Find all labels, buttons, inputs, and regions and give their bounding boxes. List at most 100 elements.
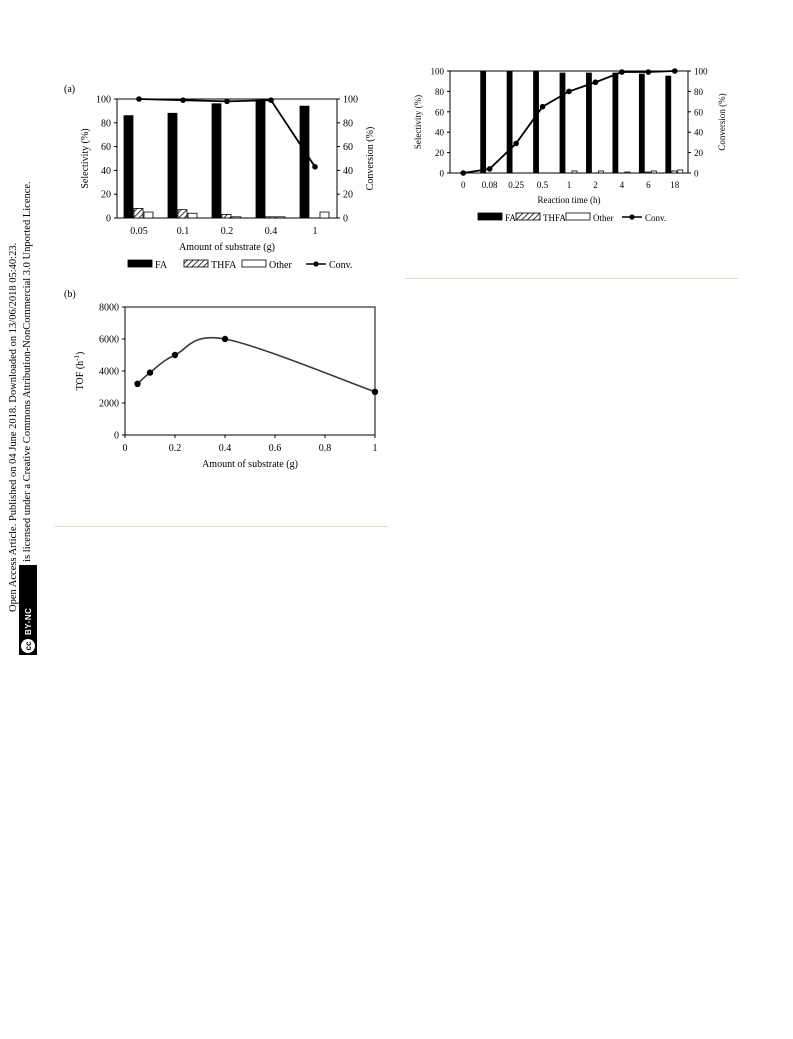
- bar-thfa: [221, 214, 232, 219]
- legend-label: Other: [593, 213, 614, 223]
- y-tick-label: 8000: [99, 303, 119, 314]
- chart-a: 0 0 20 20 40 40 60 60 80 80 100 100 0.05 0.1 0.2 0.4 1 Am…: [64, 84, 376, 271]
- x-axis-label: Amount of substrate (g): [202, 459, 298, 470]
- legend-label: Other: [269, 260, 292, 271]
- legend-swatch-point: [629, 214, 635, 220]
- bar-fa: [612, 72, 619, 174]
- y-tick-label: 80: [435, 87, 445, 97]
- y-tick-label: 0: [440, 169, 445, 179]
- bar-thfa: [644, 171, 651, 174]
- bar-other: [650, 170, 657, 174]
- y2-tick-label: 0: [343, 214, 348, 225]
- conversion-point: [180, 97, 186, 103]
- y-tick-label: 6000: [99, 335, 119, 346]
- bar-fa: [211, 103, 222, 219]
- bar-fa: [299, 105, 310, 219]
- bar-other: [571, 170, 578, 174]
- conversion-point: [486, 166, 493, 172]
- y2-tick-label: 60: [343, 142, 353, 153]
- x-axis-label: Reaction time (h): [538, 195, 601, 205]
- legend-swatch-fa: [477, 212, 503, 221]
- y-tick-label: 0: [114, 431, 119, 442]
- bar-fa: [638, 73, 645, 174]
- tof-point: [134, 380, 141, 387]
- tof-point: [371, 388, 379, 395]
- panel-label: (b): [64, 289, 76, 300]
- conversion-point: [460, 170, 467, 176]
- y2-tick-label: 100: [343, 95, 358, 106]
- legend-swatch-thfa: [183, 259, 209, 268]
- conversion-point: [671, 68, 678, 74]
- x-tick-label: 1: [373, 443, 378, 454]
- bar-other: [624, 171, 631, 174]
- conversion-point: [645, 69, 652, 75]
- x-tick-label: 0.4: [219, 443, 232, 454]
- legend-label: THFA: [543, 213, 566, 223]
- conversion-point: [224, 98, 230, 105]
- bar-other: [231, 216, 242, 219]
- bar-fa: [533, 70, 539, 174]
- y2-tick-label: 100: [694, 67, 708, 77]
- x-tick-label: 0.2: [169, 443, 182, 454]
- chart-c: 0 0 20 20 40 40 60 60 80 80 100 100 0 0.08 0.25 0.5 1 2 4 6…: [413, 67, 727, 224]
- chart-b: 0 2000 4000 6000 8000 0 0.2 0.4 0.6 0.8 1 Amount of…: [64, 289, 379, 470]
- y2-tick-label: 20: [694, 148, 704, 158]
- bar-fa: [480, 70, 487, 174]
- legend-swatch-other: [565, 212, 591, 221]
- tof-point: [171, 351, 179, 359]
- x-tick-label: 0.05: [130, 226, 148, 237]
- x-tick-label: 0.4: [265, 226, 278, 237]
- y-tick-label: 100: [96, 95, 111, 106]
- y-tick-label: 2000: [99, 399, 119, 410]
- bar-other: [143, 211, 154, 219]
- bar-other: [187, 212, 198, 219]
- bar-other: [598, 170, 604, 174]
- legend-label: FA: [505, 213, 516, 223]
- conversion-point: [312, 164, 318, 170]
- y2-tick-label: 40: [694, 128, 704, 138]
- bar-other: [677, 169, 684, 174]
- conversion-point: [513, 140, 519, 147]
- y-tick-label: 0: [106, 214, 111, 225]
- y2-tick-label: 80: [694, 87, 704, 97]
- bar-thfa: [671, 170, 678, 174]
- tof-line: [136, 336, 376, 393]
- legend-label: Conv.: [329, 260, 353, 271]
- x-tick-label: 1: [313, 226, 318, 237]
- bar-fa: [559, 72, 566, 174]
- y-tick-label: 40: [101, 166, 111, 177]
- divider-right: [405, 278, 738, 279]
- y-tick-label: 4000: [99, 367, 119, 378]
- conversion-point: [268, 97, 274, 103]
- plot-frame: [449, 70, 689, 174]
- x-tick-label: 0.08: [482, 180, 498, 190]
- bar-other: [319, 211, 330, 219]
- x-tick-label: 0.25: [508, 180, 524, 190]
- y2-tick-label: 20: [343, 190, 353, 201]
- bar-fa: [586, 72, 592, 174]
- panel-label: (a): [64, 84, 75, 95]
- y2-tick-label: 0: [694, 169, 699, 179]
- x-tick-label: 1: [567, 180, 572, 190]
- y-tick-label: 100: [431, 67, 445, 77]
- x-tick-label: 4: [620, 180, 625, 190]
- conversion-point: [619, 69, 625, 75]
- legend-swatch-other: [241, 259, 267, 268]
- y-axis-label: Selectivity (%): [413, 95, 423, 149]
- y-axis-label: Selectivity (%): [80, 128, 91, 188]
- y-tick-label: 60: [101, 142, 111, 153]
- x-axis-label: Amount of substrate (g): [179, 242, 275, 253]
- bar-fa: [255, 100, 266, 219]
- x-tick-label: 0.1: [177, 226, 190, 237]
- legend-label: FA: [155, 260, 168, 271]
- plot-frame: [124, 306, 376, 436]
- y-tick-label: 40: [435, 128, 445, 138]
- legend-swatch-fa: [127, 259, 153, 268]
- conversion-line: [138, 98, 316, 168]
- bar-thfa: [177, 209, 188, 219]
- y-tick-label: 20: [101, 190, 111, 201]
- y2-axis-label: Conversion (%): [365, 127, 376, 191]
- y2-axis-label: Conversion (%): [717, 93, 727, 150]
- tof-point: [146, 369, 154, 376]
